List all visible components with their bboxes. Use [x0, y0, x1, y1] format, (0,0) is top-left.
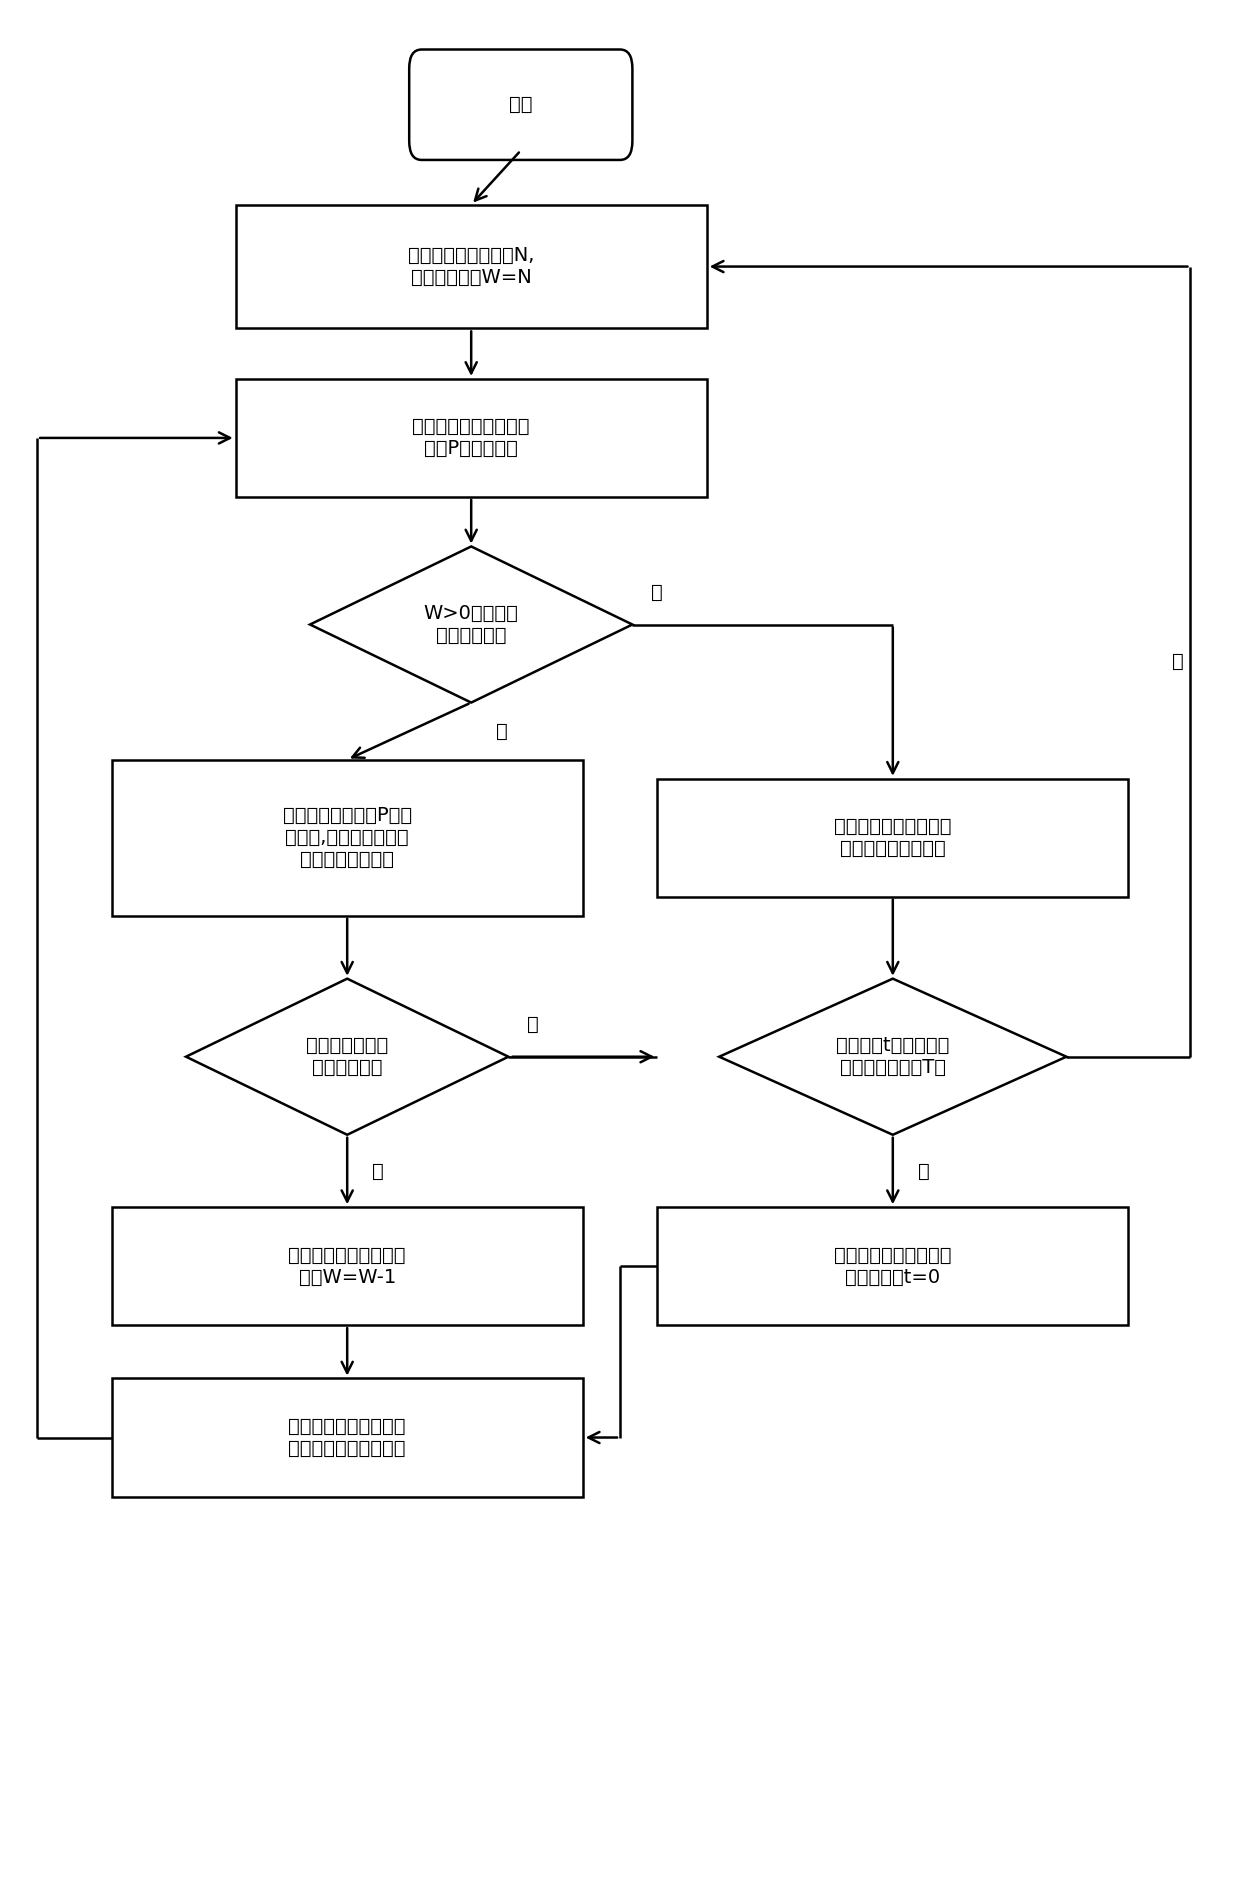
Text: 查询空闲执行器个数N,
设置调度窗口W=N: 查询空闲执行器个数N, 设置调度窗口W=N — [408, 246, 534, 288]
Bar — [112, 760, 583, 916]
Text: 取出该任务，调度窗口
大小W=W-1: 取出该任务，调度窗口 大小W=W-1 — [289, 1245, 405, 1287]
Text: 所有前置任务均
已执行完毕？: 所有前置任务均 已执行完毕？ — [306, 1036, 388, 1078]
Text: 否: 否 — [651, 583, 662, 602]
Text: 是: 是 — [372, 1161, 383, 1180]
Text: 获取任务选取指针P所指
向任务,检查该任务的所
有前置任务的状态: 获取任务选取指针P所指 向任务,检查该任务的所 有前置任务的状态 — [283, 805, 412, 870]
Text: 开始: 开始 — [510, 95, 532, 114]
Text: 任务选取指针指向队列
起始位置，t=0: 任务选取指针指向队列 起始位置，t=0 — [835, 1245, 951, 1287]
Bar — [112, 1207, 583, 1325]
Bar — [236, 379, 707, 497]
Text: 任务选取指针和调度窗
口滑动到队列下一位置: 任务选取指针和调度窗 口滑动到队列下一位置 — [289, 1417, 405, 1458]
Text: 否: 否 — [1173, 653, 1184, 670]
Polygon shape — [186, 979, 508, 1135]
FancyBboxPatch shape — [409, 50, 632, 160]
Bar — [236, 204, 707, 329]
Text: 调度窗口置于任务选取
指针P所指向位置: 调度窗口置于任务选取 指针P所指向位置 — [413, 417, 529, 459]
Bar — [112, 1378, 583, 1497]
Text: 是: 是 — [496, 722, 507, 741]
Text: 将所有取出的任务提交
给对应执行器池执行: 将所有取出的任务提交 给对应执行器池执行 — [835, 817, 951, 859]
Text: W>0且调度窗
口内有任务？: W>0且调度窗 口内有任务？ — [424, 604, 518, 645]
Text: 否: 否 — [527, 1015, 538, 1034]
Text: 是: 是 — [918, 1161, 929, 1180]
Bar — [657, 1207, 1128, 1325]
Text: 计时时间t是否达到选
取指针回溯时间T？: 计时时间t是否达到选 取指针回溯时间T？ — [836, 1036, 950, 1078]
Polygon shape — [719, 979, 1066, 1135]
Polygon shape — [310, 546, 632, 703]
Bar — [657, 779, 1128, 897]
